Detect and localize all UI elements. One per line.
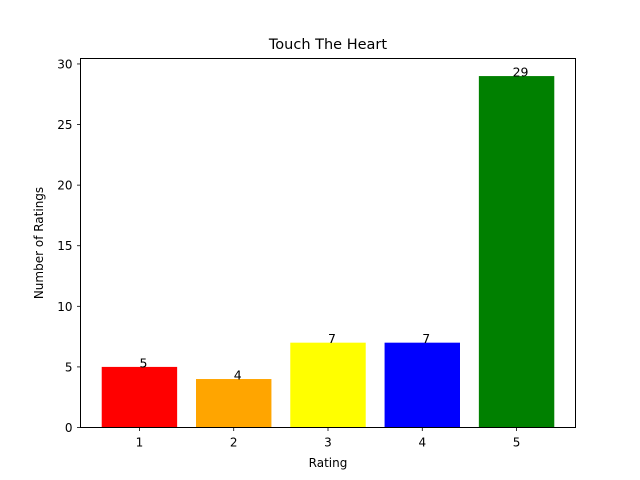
bars-group — [101, 76, 555, 428]
x-tick-label: 5 — [513, 436, 521, 450]
y-tick-label: 10 — [57, 300, 72, 314]
data-label-rating-5: 29 — [513, 65, 529, 80]
y-tick-label: 30 — [57, 57, 72, 71]
data-label-rating-1: 5 — [139, 355, 147, 370]
data-label-rating-4: 7 — [422, 331, 430, 346]
y-tick-label: 5 — [65, 360, 73, 374]
x-tick-label: 4 — [418, 436, 426, 450]
y-axis-label: Number of Ratings — [32, 187, 46, 299]
bar-rating-4 — [384, 342, 460, 428]
data-label-rating-3: 7 — [328, 331, 336, 346]
x-axis-label: Rating — [309, 456, 348, 470]
data-label-rating-2: 4 — [234, 368, 242, 383]
x-tick-label: 2 — [230, 436, 238, 450]
bar-rating-5 — [478, 76, 555, 428]
plot-frame — [80, 58, 576, 428]
x-tick-label: 1 — [136, 436, 144, 450]
chart-title: Touch The Heart — [268, 37, 387, 53]
bar-rating-3 — [290, 342, 366, 428]
x-tick-label: 3 — [324, 436, 332, 450]
y-axis: 0 5 10 15 20 25 30 — [57, 57, 81, 435]
y-tick-label: 20 — [57, 179, 72, 193]
bar-rating-2 — [196, 379, 272, 428]
y-tick-label: 0 — [65, 421, 73, 435]
data-labels-group: 5 4 7 7 29 — [139, 65, 528, 383]
bar-rating-1 — [101, 366, 178, 428]
y-tick-label: 25 — [57, 118, 72, 132]
y-tick-label: 15 — [57, 239, 72, 253]
x-axis: 1 2 3 4 5 — [136, 427, 521, 450]
